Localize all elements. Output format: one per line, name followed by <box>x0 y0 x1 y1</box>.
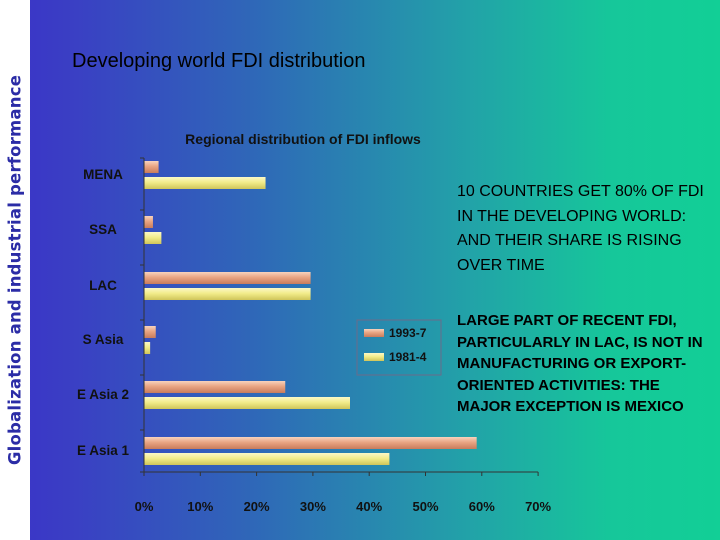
legend-swatch-1993-7 <box>364 329 384 337</box>
bar-e-asia-1-1993-7 <box>144 437 477 449</box>
legend-label: 1981-4 <box>389 350 427 364</box>
category-label: LAC <box>89 278 117 293</box>
bar-ssa-1981-4 <box>144 232 162 244</box>
legend-swatch-1981-4 <box>364 353 384 361</box>
category-label: S Asia <box>83 332 124 347</box>
bar-ssa-1993-7 <box>144 216 153 228</box>
x-tick-label: 40% <box>356 499 382 514</box>
bar-lac-1993-7 <box>144 272 311 284</box>
x-tick-label: 0% <box>135 499 154 514</box>
side-title-bar: Globalization and industrial performance <box>0 0 30 540</box>
bar-e-asia-2-1981-4 <box>144 397 350 409</box>
x-tick-label: 20% <box>244 499 270 514</box>
bar-e-asia-1-1981-4 <box>144 453 390 465</box>
x-tick-label: 70% <box>525 499 551 514</box>
category-label: MENA <box>83 167 123 182</box>
category-label: SSA <box>89 222 117 237</box>
x-tick-label: 30% <box>300 499 326 514</box>
bar-e-asia-2-1993-7 <box>144 381 286 393</box>
page-title: Developing world FDI distribution <box>72 50 366 72</box>
category-label: E Asia 1 <box>77 443 130 458</box>
note-fdi-share: 10 COUNTRIES GET 80% OF FDI IN THE DEVEL… <box>457 183 704 274</box>
chart-title: Regional distribution of FDI inflows <box>185 131 421 147</box>
bar-s-asia-1993-7 <box>144 326 156 338</box>
category-label: E Asia 2 <box>77 387 129 402</box>
bar-mena-1981-4 <box>144 177 266 189</box>
bar-mena-1993-7 <box>144 161 159 173</box>
legend-label: 1993-7 <box>389 326 427 340</box>
x-tick-label: 50% <box>412 499 438 514</box>
bar-lac-1981-4 <box>144 288 311 300</box>
x-tick-label: 10% <box>187 499 213 514</box>
note-fdi-composition: LARGE PART OF RECENT FDI, PARTICULARLY I… <box>457 312 703 416</box>
x-tick-label: 60% <box>469 499 495 514</box>
legend-box <box>356 319 442 376</box>
bar-s-asia-1981-4 <box>144 342 151 354</box>
